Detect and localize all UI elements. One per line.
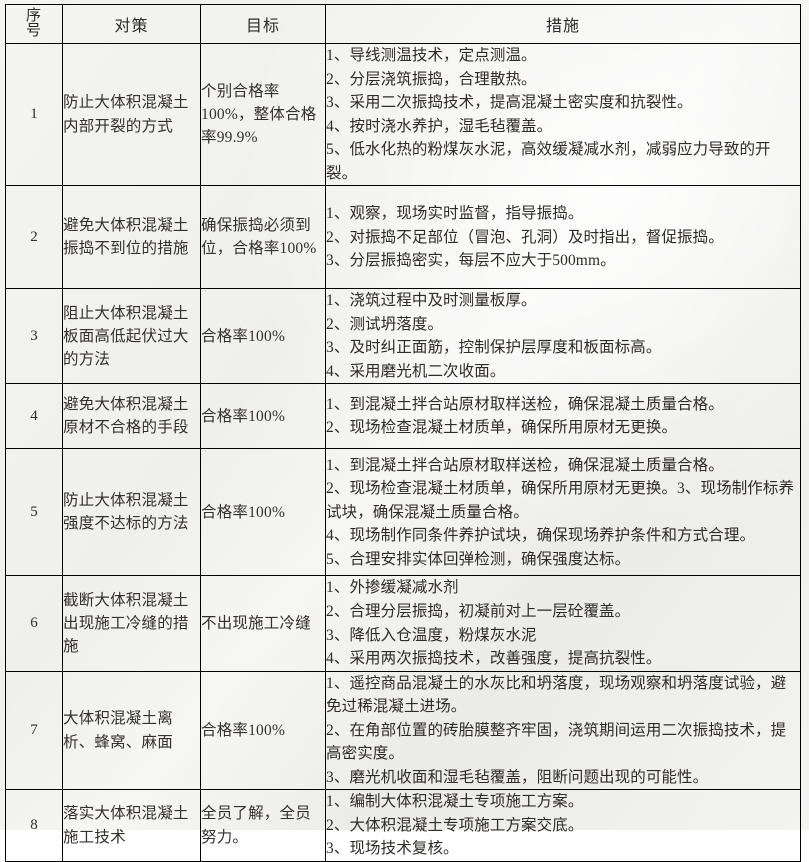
measure-line: 1、观察，现场实时监督，指导振捣。 bbox=[326, 204, 584, 222]
cell-goal: 确保振捣必须到位，合格率100% bbox=[200, 185, 326, 290]
measure-line: 1、到混凝土拌合站原材取样送检，确保混凝土质量合格。 bbox=[326, 395, 724, 413]
cell-goal: 合格率100% bbox=[200, 670, 326, 791]
column-header-countermeasure: 对策 bbox=[62, 4, 201, 44]
table-row: 3 阻止大体积混凝土板面高低起伏过大的方法 合格率100% 1、浇筑过程中及时测量板厚… bbox=[5, 288, 801, 385]
measure-line: 5、合理安排实体回弹检测，确保强度达标。 bbox=[326, 550, 631, 568]
cell-goal: 不出现施工冷缝 bbox=[200, 575, 326, 672]
cell-measures: 1、编制大体积混凝土专项施工方案。 2、大体积混凝土专项施工方案交底。 3、现场技术… bbox=[325, 789, 801, 862]
cell-measures: 1、到混凝土拌合站原材取样送检，确保混凝土质量合格。 2、现场检查混凝土材质单，确… bbox=[325, 448, 801, 577]
table-row: 2 避免大体积混凝土振捣不到位的措施 确保振捣必须到位，合格率100% 1、观察，现场… bbox=[5, 185, 801, 290]
cell-countermeasure: 截断大体积混凝土出现施工冷缝的措施 bbox=[62, 575, 201, 672]
measure-line: 1、浇筑过程中及时测量板厚。 bbox=[326, 292, 537, 310]
measure-line: 2、分层浇筑振捣，合理散热。 bbox=[326, 70, 537, 88]
table-row: 4 避免大体积混凝土原材不合格的手段 合格率100% 1、到混凝土拌合站原材取样送检，… bbox=[5, 383, 801, 450]
table-row: 1 防止大体积混凝土内部开裂的方式 个别合格率100%，整体合格率99.9% 1、导线… bbox=[5, 42, 801, 187]
measure-line: 3、磨光机收面和湿毛毡覆盖，阻断问题出现的可能性。 bbox=[326, 768, 709, 786]
cell-row-number: 6 bbox=[5, 575, 63, 672]
measure-line: 3、现场技术复核。 bbox=[326, 840, 459, 858]
cell-goal: 全员了解，全员努力。 bbox=[200, 789, 326, 862]
page-root: 序 号 对策 目标 措施 1 防止大体积混凝土内部开裂的方式 个别合格率100%，整… bbox=[5, 4, 801, 862]
cell-goal: 合格率100% bbox=[200, 288, 326, 385]
header-row: 序 号 对策 目标 措施 bbox=[5, 4, 801, 44]
cell-measures: 1、浇筑过程中及时测量板厚。 2、测试坍落度。 3、及时纠正面筋，控制保护层厚度和板… bbox=[325, 288, 801, 385]
measure-line: 2、对振捣不足部位（冒泡、孔洞）及时指出，督促振捣。 bbox=[326, 228, 724, 246]
column-header-goal: 目标 bbox=[200, 4, 326, 44]
cell-countermeasure: 大体积混凝土离析、蜂窝、麻面 bbox=[62, 670, 201, 791]
measure-line: 1、编制大体积混凝土专项施工方案。 bbox=[326, 793, 584, 811]
measure-line: 2、在角部位置的砖胎膜整齐牢固，浇筑期间运用二次振捣技术，提高密实度。 bbox=[326, 721, 787, 763]
cell-row-number: 1 bbox=[5, 42, 63, 187]
measure-line: 3、采用二次振捣技术，提高混凝土密实度和抗裂性。 bbox=[326, 94, 693, 112]
cell-measures: 1、外掺缓凝减水剂 2、合理分层振捣，初凝前对上一层砼覆盖。 3、降低入仓温度，粉煤… bbox=[325, 575, 801, 672]
cell-row-number: 2 bbox=[5, 185, 63, 290]
cell-row-number: 7 bbox=[5, 670, 63, 791]
measure-line: 5、低水化热的粉煤灰水泥，高效缓凝减水剂，减弱应力导致的开裂。 bbox=[326, 141, 771, 182]
measure-line: 2、合理分层振捣，初凝前对上一层砼覆盖。 bbox=[326, 603, 631, 621]
measure-line: 1、到混凝土拌合站原材取样送检，确保混凝土质量合格。 bbox=[326, 456, 724, 474]
measure-line: 4、按时浇水养护，湿毛毡覆盖。 bbox=[326, 117, 553, 135]
cell-row-number: 3 bbox=[5, 288, 63, 385]
cell-countermeasure: 避免大体积混凝土振捣不到位的措施 bbox=[62, 185, 201, 290]
cell-countermeasure: 防止大体积混凝土强度不达标的方法 bbox=[62, 448, 201, 577]
column-header-measures: 措施 bbox=[325, 4, 801, 44]
table-row: 7 大体积混凝土离析、蜂窝、麻面 合格率100% 1、遥控商品混凝土的水灰比和坍落度，… bbox=[5, 670, 801, 791]
measure-line: 2、现场检查混凝土材质单，确保所用原材无更换。 bbox=[326, 419, 678, 437]
table-header: 序 号 对策 目标 措施 bbox=[5, 4, 801, 44]
measure-line: 4、采用两次振捣技术，改善强度，提高抗裂性。 bbox=[326, 650, 662, 668]
measure-line: 3、降低入仓温度，粉煤灰水泥 bbox=[326, 626, 537, 644]
column-header-no-line1: 序 bbox=[25, 8, 42, 24]
measure-line: 1、外掺缓凝减水剂 bbox=[326, 579, 459, 597]
cell-row-number: 4 bbox=[5, 383, 63, 450]
cell-countermeasure: 防止大体积混凝土内部开裂的方式 bbox=[62, 42, 201, 187]
cell-countermeasure: 避免大体积混凝土原材不合格的手段 bbox=[62, 383, 201, 450]
measure-line: 1、导线测温技术，定点测温。 bbox=[326, 47, 537, 64]
cell-goal: 合格率100% bbox=[200, 383, 326, 450]
measures-table: 序 号 对策 目标 措施 1 防止大体积混凝土内部开裂的方式 个别合格率100%，整… bbox=[5, 4, 801, 862]
cell-goal: 合格率100% bbox=[200, 448, 326, 577]
cell-measures: 1、导线测温技术，定点测温。 2、分层浇筑振捣，合理散热。 3、采用二次振捣技术，提… bbox=[325, 42, 801, 187]
table-row: 8 落实大体积混凝土施工技术 全员了解，全员努力。 1、编制大体积混凝土专项施工方案。… bbox=[5, 789, 801, 862]
cell-goal: 个别合格率100%，整体合格率99.9% bbox=[200, 42, 326, 187]
cell-measures: 1、遥控商品混凝土的水灰比和坍落度，现场观察和坍落度试验，避免过稀混凝土进场。 2… bbox=[325, 670, 801, 791]
cell-row-number: 5 bbox=[5, 448, 63, 577]
cell-measures: 1、到混凝土拌合站原材取样送检，确保混凝土质量合格。 2、现场检查混凝土材质单，确… bbox=[325, 383, 801, 450]
measure-line: 1、遥控商品混凝土的水灰比和坍落度，现场观察和坍落度试验，避免过稀混凝土进场。 bbox=[326, 674, 787, 716]
measure-line: 4、现场制作同条件养护试块，确保现场养护条件和方式合理。 bbox=[326, 527, 756, 545]
table-row: 6 截断大体积混凝土出现施工冷缝的措施 不出现施工冷缝 1、外掺缓凝减水剂 2、合理分层… bbox=[5, 575, 801, 672]
cell-row-number: 8 bbox=[5, 789, 63, 862]
column-header-no-line2: 号 bbox=[25, 23, 42, 39]
measure-line: 3、分层振捣密实，每层不应大于500mm。 bbox=[326, 252, 616, 270]
measure-line: 2、测试坍落度。 bbox=[326, 315, 444, 333]
cell-countermeasure: 阻止大体积混凝土板面高低起伏过大的方法 bbox=[62, 288, 201, 385]
cell-countermeasure: 落实大体积混凝土施工技术 bbox=[62, 789, 201, 862]
measure-line: 3、及时纠正面筋，控制保护层厚度和板面标高。 bbox=[326, 339, 662, 357]
table-body: 1 防止大体积混凝土内部开裂的方式 个别合格率100%，整体合格率99.9% 1、导线… bbox=[5, 42, 801, 862]
table-row: 5 防止大体积混凝土强度不达标的方法 合格率100% 1、到混凝土拌合站原材取样送检，… bbox=[5, 448, 801, 577]
measure-line: 2、大体积混凝土专项施工方案交底。 bbox=[326, 816, 584, 834]
cell-measures: 1、观察，现场实时监督，指导振捣。 2、对振捣不足部位（冒泡、孔洞）及时指出，督促… bbox=[325, 185, 801, 290]
measure-line: 4、采用磨光机二次收面。 bbox=[326, 362, 506, 380]
column-header-no: 序 号 bbox=[5, 4, 63, 44]
measure-line: 2、现场检查混凝土材质单，确保所用原材无更换。3、现场制作标养试块，确保混凝土质… bbox=[326, 480, 795, 521]
